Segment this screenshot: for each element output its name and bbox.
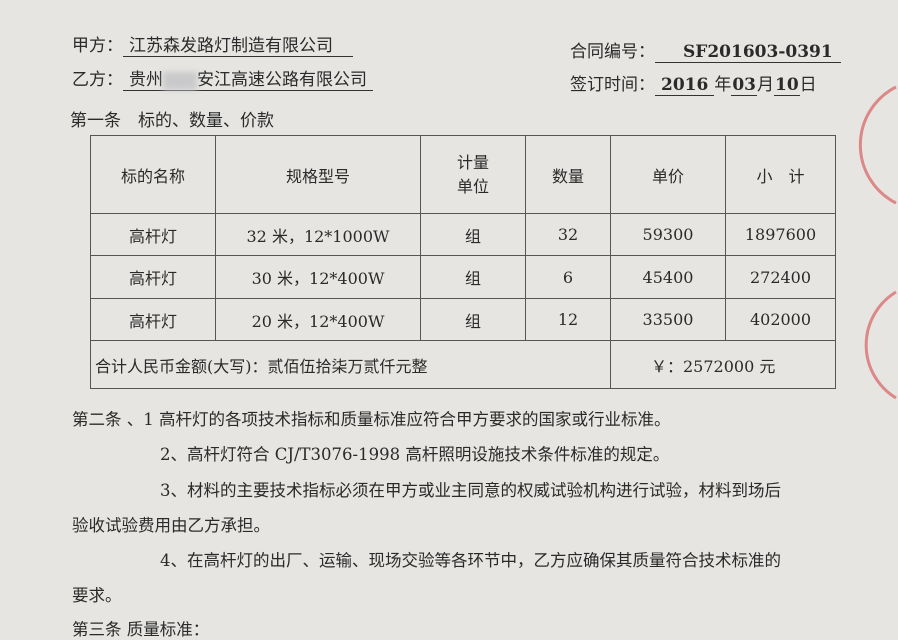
article-1-title: 第一条 标的、数量、价款 xyxy=(70,111,274,131)
item-subtotal: 272400 xyxy=(725,255,836,299)
month-unit: 月 xyxy=(757,75,774,95)
item-subtotal: 402000 xyxy=(725,298,836,341)
item-spec: 32 米，12*1000W xyxy=(215,213,421,256)
article-2-item-3-cont: 验收试验费用由乙方承担。 xyxy=(72,516,270,535)
company-seal-top xyxy=(858,85,897,205)
article-2-item-1: 第二条 、1 高杆灯的各项技术指标和质量标准应符合甲方要求的国家或行业标准。 xyxy=(72,410,671,429)
item-qty: 12 xyxy=(525,298,611,341)
party-b-suffix: 安江高速公路有限公司 xyxy=(197,70,367,90)
contract-number: 合同编号： SF201603-0391 xyxy=(570,37,841,63)
day: 10 xyxy=(774,75,800,96)
month: 03 xyxy=(731,75,757,96)
sign-date: 签订时间： 2016 年03月10日 xyxy=(570,70,817,96)
party-b-value: 贵州 安江高速公路有限公司 xyxy=(123,65,373,91)
item-name: 高杆灯 xyxy=(90,298,216,341)
party-a-label: 甲方： xyxy=(72,36,123,56)
article-2-item-4: 4、在高杆灯的出厂、运输、现场交验等各环节中，乙方应确保其质量符合技术标准的 xyxy=(160,551,781,570)
table-row: 高杆灯 30 米，12*400W 组 6 45400 272400 xyxy=(90,255,836,299)
year: 2016 xyxy=(655,75,715,96)
item-spec: 20 米，12*400W xyxy=(215,298,421,341)
redacted-blur xyxy=(163,71,197,90)
item-price: 33500 xyxy=(610,298,726,341)
company-seals xyxy=(858,85,897,400)
item-unit: 组 xyxy=(420,298,526,341)
header-cell: 单价 xyxy=(610,135,726,214)
table-header-row: 标的名称 规格型号 计量 单位 数量 单价 小 计 xyxy=(90,135,836,214)
header-cell: 标的名称 xyxy=(90,135,216,214)
sign-date-label: 签订时间： xyxy=(570,75,655,95)
table-row: 高杆灯 32 米，12*1000W 组 32 59300 1897600 xyxy=(90,213,836,256)
header-cell: 规格型号 xyxy=(215,135,421,214)
header-cell: 小 计 xyxy=(725,135,836,214)
header-cell: 计量 单位 xyxy=(420,135,526,214)
company-seal-bottom xyxy=(864,290,897,400)
party-a-value: 江苏森发路灯制造有限公司 xyxy=(123,31,353,57)
party-b: 乙方： 贵州 安江高速公路有限公司 xyxy=(72,65,373,91)
item-price: 45400 xyxy=(610,255,726,299)
party-a: 甲方： 江苏森发路灯制造有限公司 xyxy=(72,31,353,57)
year-unit: 年 xyxy=(714,75,732,95)
item-unit: 组 xyxy=(420,213,526,256)
items-table: 标的名称 规格型号 计量 单位 数量 单价 小 计 高杆灯 32 米，12*100… xyxy=(90,135,836,389)
total-amount-words: 合计人民币金额(大写)：贰佰伍拾柒万贰仟元整 xyxy=(90,340,611,389)
article-2-item-2: 2、高杆灯符合 CJ/T3076-1998 高杆照明设施技术条件标准的规定。 xyxy=(160,445,670,464)
contract-number-value: SF201603-0391 xyxy=(655,42,841,63)
article-2-item-4-cont: 要求。 xyxy=(72,586,122,605)
item-spec: 30 米，12*400W xyxy=(215,255,421,299)
day-unit: 日 xyxy=(799,75,817,95)
party-b-label: 乙方： xyxy=(72,70,123,90)
item-subtotal: 1897600 xyxy=(725,213,836,256)
item-name: 高杆灯 xyxy=(90,255,216,299)
contract-number-label: 合同编号： xyxy=(570,42,655,62)
party-b-prefix: 贵州 xyxy=(129,70,163,90)
item-qty: 6 xyxy=(525,255,611,299)
header-cell: 数量 xyxy=(525,135,611,214)
item-price: 59300 xyxy=(610,213,726,256)
item-name: 高杆灯 xyxy=(90,213,216,256)
article-2-item-3: 3、材料的主要技术指标必须在甲方或业主同意的权威试验机构进行试验，材料到场后 xyxy=(160,481,781,500)
total-amount-value: ￥：2572000 元 xyxy=(610,340,836,389)
article-3-title: 第三条 质量标准： xyxy=(72,620,210,639)
item-qty: 32 xyxy=(525,213,611,256)
table-row: 高杆灯 20 米，12*400W 组 12 33500 402000 xyxy=(90,298,836,341)
item-unit: 组 xyxy=(420,255,526,299)
total-row: 合计人民币金额(大写)：贰佰伍拾柒万贰仟元整 ￥：2572000 元 xyxy=(90,340,836,389)
